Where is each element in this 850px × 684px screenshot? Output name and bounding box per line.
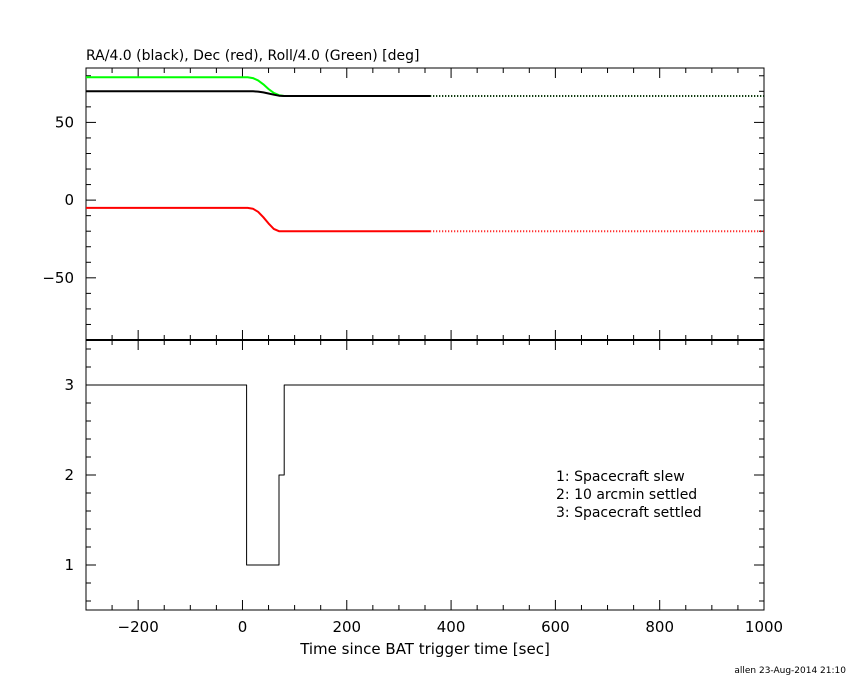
series-1-line xyxy=(86,76,431,97)
x-tick-label: 1000 xyxy=(745,618,783,636)
plot-frame xyxy=(85,67,765,341)
top-panel: RA/4.0 (black), Dec (red), Roll/4.0 (Gre… xyxy=(86,48,419,64)
x-tick-label: −200 xyxy=(118,618,159,636)
y-tick-label: 3 xyxy=(64,376,74,394)
series-3-line xyxy=(86,206,431,233)
y-tick-label: 2 xyxy=(64,466,74,484)
x-tick-label: 600 xyxy=(541,618,570,636)
x-tick-label: 0 xyxy=(238,618,248,636)
x-axis-label: Time since BAT trigger time [sec] xyxy=(299,640,550,658)
panel-1-series xyxy=(86,76,764,233)
panel-2-series xyxy=(86,384,764,566)
y-tick-label: −50 xyxy=(42,269,74,287)
bottom-panel: Time since BAT trigger time [sec] 1: Spa… xyxy=(299,469,701,658)
panel-1-axes: −50 0 50 xyxy=(42,67,765,341)
x-tick-label: 400 xyxy=(437,618,466,636)
series-1-line xyxy=(86,384,764,566)
legend-line: 1: Spacecraft slew xyxy=(556,469,685,485)
y-tick-label: 1 xyxy=(64,556,74,574)
chart-title: RA/4.0 (black), Dec (red), Roll/4.0 (Gre… xyxy=(86,48,419,64)
legend-line: 3: Spacecraft settled xyxy=(556,505,702,521)
legend-line: 2: 10 arcmin settled xyxy=(556,487,697,503)
x-tick-label: 200 xyxy=(332,618,361,636)
status-legend: 1: Spacecraft slew 2: 10 arcmin settled 3:… xyxy=(556,469,702,521)
footer-stamp: allen 23-Aug-2014 21:10 xyxy=(734,666,846,676)
series-2-line xyxy=(86,90,431,97)
y-tick-label: 0 xyxy=(64,191,74,209)
x-tick-label: 800 xyxy=(645,618,674,636)
y-tick-label: 50 xyxy=(55,113,74,131)
